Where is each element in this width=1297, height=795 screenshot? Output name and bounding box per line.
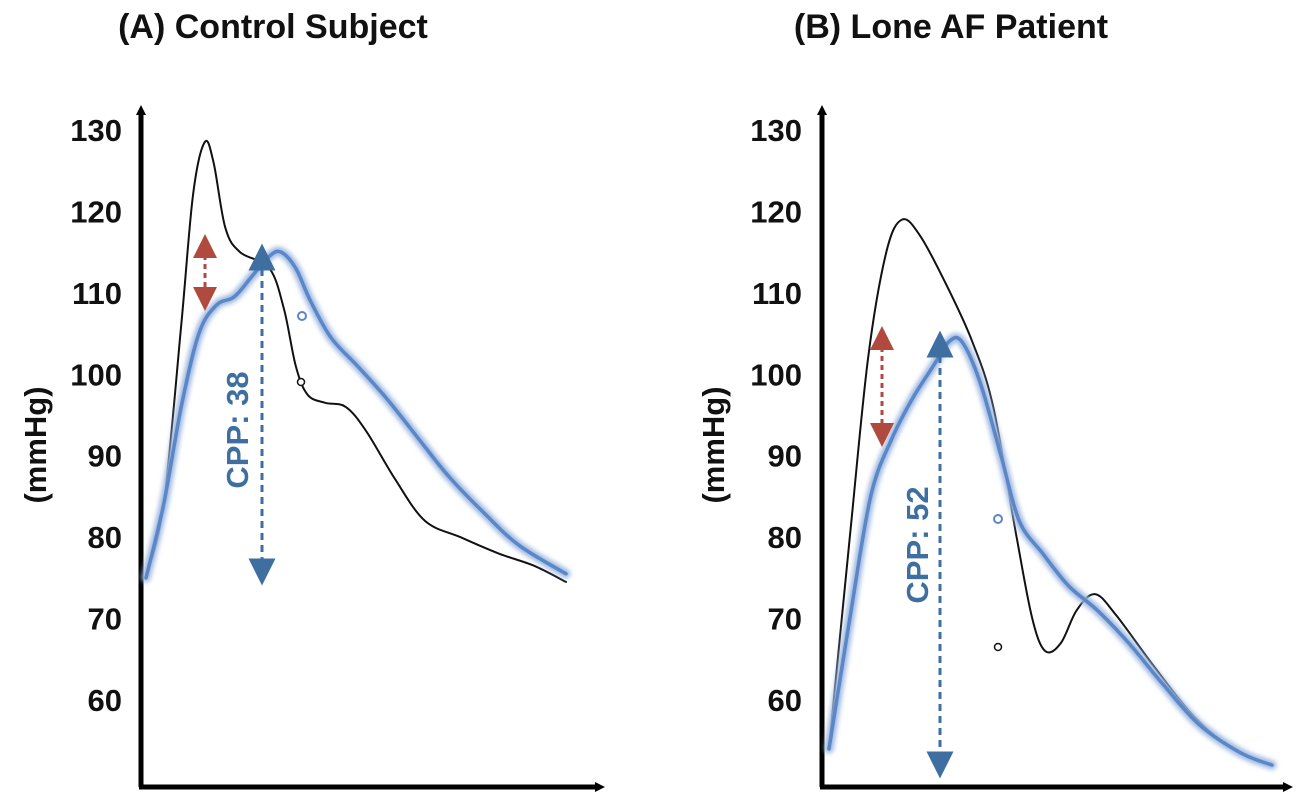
panel-control-subject: (A) Control Subject 60 70 80 90 100 110 120 130… [18,8,605,792]
y-tick-label: 80 [768,520,802,555]
y-axis-label: (mmHg) [18,386,53,503]
y-tick-labels: 60 70 80 90 100 110 120 130 [750,113,802,718]
y-axis-label: (mmHg) [696,386,731,503]
panel-title: (A) Control Subject [118,8,428,46]
y-tick-label: 100 [70,357,122,392]
y-tick-label: 60 [768,683,802,718]
y-tick-label: 90 [768,439,802,474]
marker-point [296,377,306,387]
marker-point [993,514,1003,524]
y-tick-label: 130 [750,113,802,148]
series-line-blue [827,335,1274,767]
y-tick-label: 130 [70,113,122,148]
series-line-blue [144,249,568,580]
cpp-label: CPP: 38 [220,371,255,488]
y-tick-labels: 60 70 80 90 100 110 120 130 [70,113,122,718]
y-tick-label: 100 [750,357,802,392]
y-tick-label: 110 [752,276,802,311]
y-tick-label: 110 [72,276,122,311]
series-line-black [145,139,567,583]
y-tick-label: 120 [70,194,122,229]
series-line-black [828,218,1273,767]
y-tick-label: 80 [88,520,122,555]
y-tick-label: 90 [88,439,122,474]
marker-point [993,642,1003,652]
series-group [824,218,1277,770]
y-tick-label: 70 [88,602,122,637]
series-line-halo [141,246,571,583]
series-group [141,139,571,583]
y-tick-label: 70 [768,602,802,637]
y-tick-label: 60 [88,683,122,718]
panel-lone-af-patient: (B) Lone AF Patient 60 70 80 90 100 110 120 130… [696,8,1293,792]
series-line-halo [824,333,1277,770]
y-tick-label: 120 [750,194,802,229]
panel-title: (B) Lone AF Patient [794,8,1108,46]
marker-point [297,311,307,321]
cpp-label: CPP: 52 [900,486,935,603]
